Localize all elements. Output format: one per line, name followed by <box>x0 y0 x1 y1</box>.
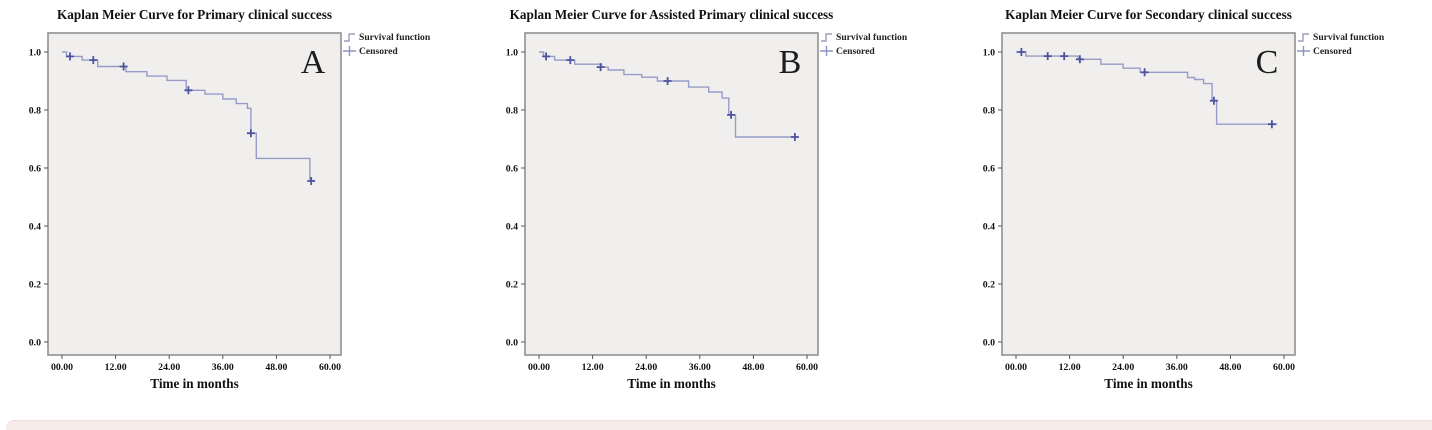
x-axis-tick-label: 60.00 <box>1273 362 1295 373</box>
censored-marks <box>1017 48 1276 129</box>
y-axis-tick-label: 0.2 <box>29 280 41 291</box>
panel-letter: C <box>1256 44 1279 81</box>
y-axis-tick-label: 1.0 <box>983 48 995 59</box>
panel-title: Kaplan Meier Curve for Primary clinical … <box>57 7 332 22</box>
y-axis-tick-label: 0.2 <box>506 280 518 291</box>
y-axis-tick-label: 0.6 <box>983 164 995 175</box>
panel-letter: B <box>779 44 802 81</box>
y-axis-tick-label: 0.4 <box>29 222 41 233</box>
panel-title: Kaplan Meier Curve for Secondary clinica… <box>1005 7 1292 22</box>
y-axis-tick-label: 0.2 <box>983 280 995 291</box>
y-axis-tick-label: 1.0 <box>29 48 41 59</box>
y-axis-tick-label: 1.0 <box>506 48 518 59</box>
censored-marks <box>542 52 799 141</box>
legend-censored-glyph <box>1297 46 1310 56</box>
survival-curve <box>1016 51 1278 125</box>
km-panel-a: Kaplan Meier Curve for Primary clinical … <box>0 0 477 420</box>
x-axis-tick-label: 00.00 <box>528 362 550 373</box>
plot-area <box>47 32 342 356</box>
km-panel-c: Kaplan Meier Curve for Secondary clinica… <box>954 0 1432 420</box>
legend-censored-glyph <box>343 46 356 56</box>
y-axis-tick-label: 0.6 <box>29 164 41 175</box>
survival-curve <box>539 51 799 138</box>
x-axis-tick-label: 24.00 <box>1112 362 1134 373</box>
legend-survival-glyph <box>344 33 355 42</box>
x-axis-tick-label: 48.00 <box>742 362 764 373</box>
legend-survival-glyph <box>1298 33 1309 42</box>
y-axis-tick-label: 0.0 <box>506 338 518 349</box>
y-axis-tick-label: 0.0 <box>983 338 995 349</box>
y-axis-tick-label: 0.8 <box>983 106 995 117</box>
panel-letter: A <box>301 44 326 81</box>
km-chart-b: Kaplan Meier Curve for Assisted Primary … <box>506 7 908 391</box>
x-axis-tick-label: 36.00 <box>1166 362 1188 373</box>
km-chart-a: Kaplan Meier Curve for Primary clinical … <box>29 7 431 391</box>
x-axis-tick-label: 60.00 <box>319 362 341 373</box>
legend-survival-label: Survival function <box>359 32 431 43</box>
x-axis-tick-label: 00.00 <box>1005 362 1027 373</box>
legend-survival-label: Survival function <box>1313 32 1385 43</box>
plot-area <box>1001 32 1296 356</box>
x-axis-tick-label: 36.00 <box>689 362 711 373</box>
legend-censored-glyph <box>820 46 833 56</box>
y-axis-tick-label: 0.4 <box>506 222 518 233</box>
plot-area <box>524 32 819 356</box>
x-axis-tick-label: 36.00 <box>212 362 234 373</box>
panel-title: Kaplan Meier Curve for Assisted Primary … <box>510 7 834 22</box>
x-axis-title: Time in months <box>150 376 238 391</box>
y-axis-tick-label: 0.6 <box>506 164 518 175</box>
x-axis-tick-label: 60.00 <box>796 362 818 373</box>
km-panel-b: Kaplan Meier Curve for Assisted Primary … <box>477 0 954 420</box>
x-axis-tick-label: 12.00 <box>582 362 604 373</box>
x-axis-tick-label: 24.00 <box>158 362 180 373</box>
y-axis-tick-label: 0.8 <box>29 106 41 117</box>
y-axis-tick-label: 0.4 <box>983 222 995 233</box>
km-panels-row: Kaplan Meier Curve for Primary clinical … <box>0 0 1432 420</box>
footer-strip <box>6 420 1432 430</box>
x-axis-tick-label: 12.00 <box>105 362 127 373</box>
x-axis-tick-label: 48.00 <box>1219 362 1241 373</box>
legend-censored-label: Censored <box>836 46 875 57</box>
legend-censored-label: Censored <box>1313 46 1352 57</box>
x-axis-title: Time in months <box>1104 376 1192 391</box>
x-axis-tick-label: 24.00 <box>635 362 657 373</box>
x-axis-tick-label: 48.00 <box>265 362 287 373</box>
legend-survival-label: Survival function <box>836 32 908 43</box>
y-axis-tick-label: 0.8 <box>506 106 518 117</box>
y-axis-tick-label: 0.0 <box>29 338 41 349</box>
x-axis-tick-label: 12.00 <box>1059 362 1081 373</box>
x-axis-title: Time in months <box>627 376 715 391</box>
km-chart-c: Kaplan Meier Curve for Secondary clinica… <box>983 7 1385 391</box>
legend-survival-glyph <box>821 33 832 42</box>
legend-censored-label: Censored <box>359 46 398 57</box>
x-axis-tick-label: 00.00 <box>51 362 73 373</box>
censored-marks <box>66 52 316 185</box>
